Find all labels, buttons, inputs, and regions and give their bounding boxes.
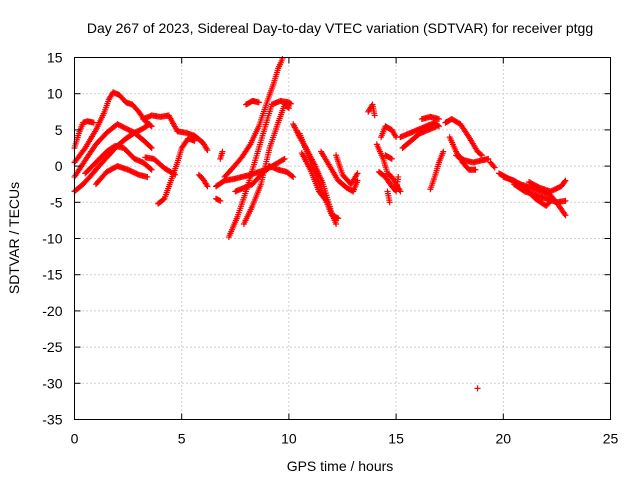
data-point [354, 170, 361, 177]
data-point [288, 100, 295, 107]
y-tick-label: -15 [42, 267, 62, 283]
y-tick-label: 15 [47, 50, 63, 66]
data-point [90, 119, 97, 126]
data-point [285, 105, 292, 112]
y-tick-label: 10 [47, 86, 63, 102]
data-point [333, 221, 340, 228]
data-point [289, 173, 296, 180]
data-point [440, 148, 447, 155]
data-point [255, 99, 262, 106]
data-point [562, 197, 569, 204]
x-tick-label: 10 [281, 431, 297, 447]
y-tick-label: 5 [55, 122, 63, 138]
data-point [371, 112, 378, 119]
data-point [561, 210, 568, 217]
data-point [561, 178, 568, 185]
data-point [491, 164, 498, 171]
x-tick-label: 5 [178, 431, 186, 447]
axis-ticks [74, 57, 611, 420]
data-point [148, 123, 155, 130]
x-axis-label: GPS time / hours [287, 458, 394, 474]
x-tick-label: 20 [496, 431, 512, 447]
data-point [191, 137, 198, 144]
x-tick-label: 15 [388, 431, 404, 447]
data-point [290, 173, 297, 180]
data-point [395, 173, 402, 180]
data-point [478, 152, 485, 159]
x-tick-label: 25 [603, 431, 619, 447]
data-point [217, 197, 224, 204]
y-axis-label: SDTVAR / TECUs [6, 182, 22, 294]
data-point [172, 171, 179, 178]
data-point [474, 385, 481, 392]
data-point [281, 155, 288, 162]
data-point [386, 199, 393, 206]
data-point [562, 177, 569, 184]
tick-labels: 0 5 10 15 20 25 -35 -30 -25 -20 -15 -10 -5 0 5 10 15 [42, 50, 618, 447]
data-point [323, 197, 330, 204]
data-point [435, 116, 442, 123]
data-point [148, 166, 155, 173]
chart-title: Day 267 of 2023, Sidereal Day-to-day VTE… [87, 20, 593, 36]
data-point [490, 163, 497, 170]
data-point [204, 147, 211, 154]
data-marks [71, 55, 569, 392]
grid-lines [74, 57, 611, 420]
y-tick-label: -20 [42, 303, 62, 319]
data-point [472, 166, 479, 173]
data-point [335, 215, 342, 222]
data-point [219, 148, 226, 155]
data-point [324, 199, 331, 206]
y-tick-label: -10 [42, 231, 62, 247]
data-point [388, 155, 395, 162]
data-point [387, 155, 394, 162]
y-tick-label: -30 [42, 375, 62, 391]
data-point [144, 173, 151, 180]
data-point [485, 155, 492, 162]
x-tick-label: 0 [71, 431, 79, 447]
data-point [562, 212, 569, 219]
y-tick-label: -35 [42, 412, 62, 428]
data-point [171, 171, 178, 178]
data-point [147, 165, 154, 172]
data-point [147, 144, 154, 151]
data-point [286, 100, 293, 107]
data-point [147, 122, 154, 129]
y-tick-label: -5 [50, 194, 63, 210]
data-point [280, 156, 287, 163]
y-tick-label: 0 [55, 158, 63, 174]
data-point [204, 183, 211, 190]
data-point [284, 104, 291, 111]
y-tick-label: -25 [42, 339, 62, 355]
data-point [433, 123, 440, 130]
data-point [477, 151, 484, 158]
data-point [148, 145, 155, 151]
data-point [279, 55, 286, 62]
